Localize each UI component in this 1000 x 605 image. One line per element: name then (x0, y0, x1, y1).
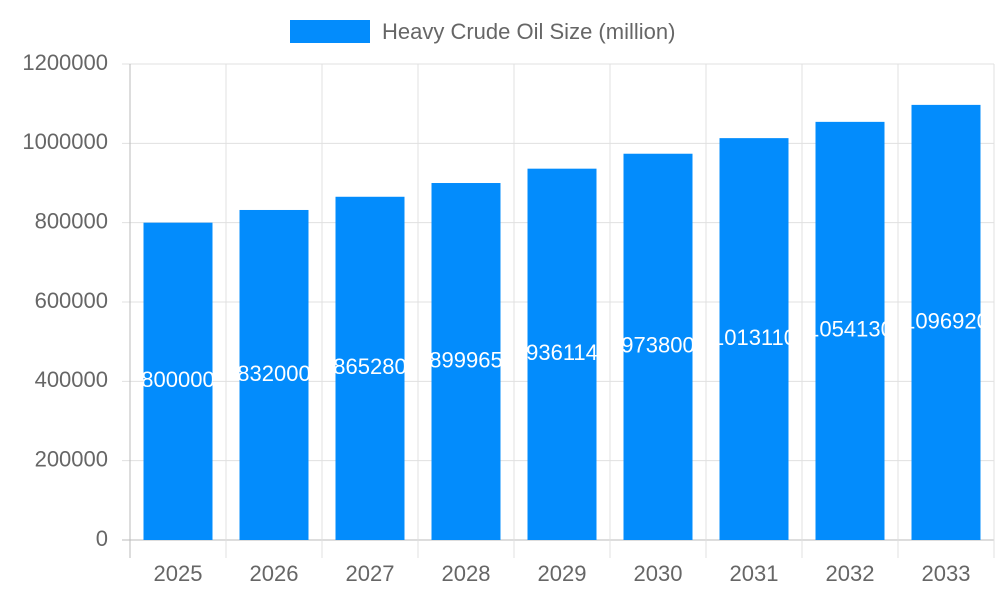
bar (911, 104, 981, 540)
y-tick-label: 400000 (35, 367, 108, 392)
bar (719, 138, 789, 540)
y-tick-label: 800000 (35, 208, 108, 233)
data-label: 1096920 (903, 308, 989, 333)
x-tick-label: 2029 (538, 561, 587, 586)
x-tick-label: 2030 (634, 561, 683, 586)
bar (623, 153, 693, 540)
x-tick-label: 2025 (154, 561, 203, 586)
x-tick-label: 2032 (826, 561, 875, 586)
y-tick-label: 0 (96, 526, 108, 551)
data-label: 899965 (429, 347, 502, 372)
data-label: 973800 (621, 333, 694, 358)
x-tick-label: 2028 (442, 561, 491, 586)
y-tick-label: 1000000 (22, 129, 108, 154)
x-tick-label: 2031 (730, 561, 779, 586)
data-label: 800000 (141, 367, 214, 392)
data-label: 832000 (237, 361, 310, 386)
x-tick-label: 2033 (922, 561, 971, 586)
data-label: 865280 (333, 354, 406, 379)
bar (527, 168, 597, 540)
bar (335, 196, 405, 540)
bar (239, 209, 309, 540)
y-tick-label: 200000 (35, 446, 108, 471)
bar (143, 222, 213, 540)
data-label: 1013110 (712, 325, 796, 350)
x-tick-label: 2027 (346, 561, 395, 586)
y-tick-label: 600000 (35, 288, 108, 313)
x-tick-label: 2026 (250, 561, 299, 586)
data-label: 1054130 (807, 317, 893, 342)
bar (431, 183, 501, 540)
bar (815, 121, 885, 541)
legend-label: Heavy Crude Oil Size (million) (382, 19, 675, 44)
legend-swatch (290, 20, 370, 43)
y-tick-label: 1200000 (22, 50, 108, 75)
data-label: 936114 (526, 340, 598, 365)
